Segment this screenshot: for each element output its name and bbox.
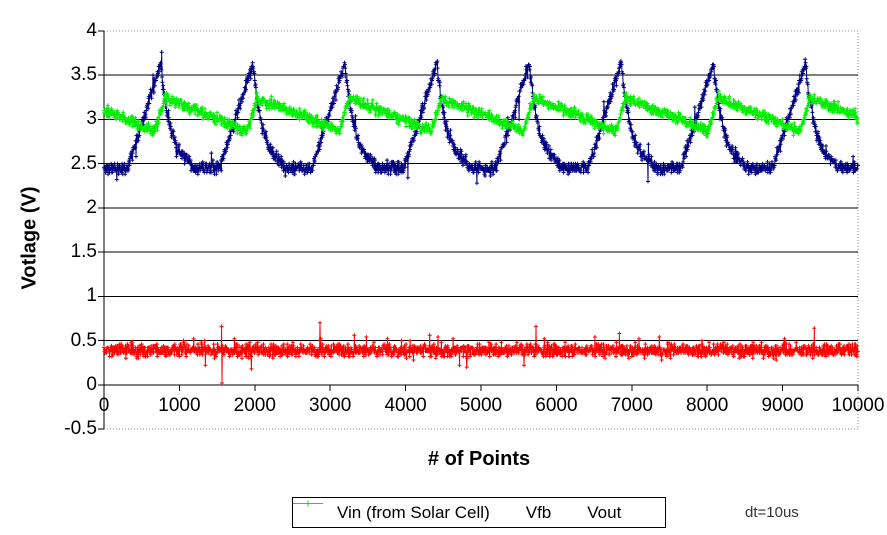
- x-tick-label: 8000: [686, 395, 729, 416]
- legend-marker-vout-icon: [293, 500, 583, 518]
- x-tick-label: 9000: [761, 395, 804, 416]
- x-tick-label: 0: [98, 395, 110, 416]
- x-tick-label: 2000: [233, 395, 276, 416]
- y-tick-label: 4: [86, 20, 97, 41]
- legend-item-vin: Vin (from Solar Cell): [293, 500, 490, 523]
- y-tick-label: 3.5: [70, 64, 97, 86]
- series-vin-markers: [102, 50, 860, 186]
- axis-ticks: [98, 30, 859, 430]
- y-tick-label: -0.5: [64, 418, 97, 439]
- legend-label-vout: Vout: [587, 502, 622, 522]
- y-tick-label: 0.5: [70, 329, 97, 351]
- x-tick-label: 1000: [158, 395, 201, 416]
- legend-item-vout: Vout: [293, 500, 622, 523]
- y-tick-label: 1.5: [70, 241, 97, 263]
- x-tick-label: 7000: [610, 395, 653, 416]
- legend-label-vin: Vin (from Solar Cell): [337, 502, 490, 522]
- legend-marker-vfb-icon: [293, 500, 522, 518]
- y-tick-label: 2: [86, 196, 97, 218]
- dt-annotation: dt=10us: [745, 504, 799, 521]
- x-axis-title: # of Points: [427, 448, 531, 470]
- plot-border: [104, 30, 859, 430]
- series-vout-markers: [102, 89, 860, 140]
- x-tick-label: 5000: [459, 395, 503, 416]
- legend-label-vfb: Vfb: [525, 502, 552, 522]
- gridlines: [104, 74, 858, 342]
- y-tick-label: 0: [86, 373, 97, 395]
- x-tick-label: 10000: [831, 395, 885, 416]
- legend-item-vfb: Vfb: [293, 500, 552, 523]
- x-tick-label: 3000: [309, 395, 352, 416]
- series-vfb-markers: [102, 320, 860, 385]
- x-tick-label: 6000: [535, 395, 578, 416]
- x-tick-label: 4000: [384, 395, 427, 416]
- y-tick-label: 3: [86, 108, 97, 130]
- legend: Vin (from Solar Cell) Vfb Vout: [292, 497, 666, 528]
- y-tick-label: 2.5: [70, 152, 97, 174]
- y-tick-label: 1: [86, 285, 97, 307]
